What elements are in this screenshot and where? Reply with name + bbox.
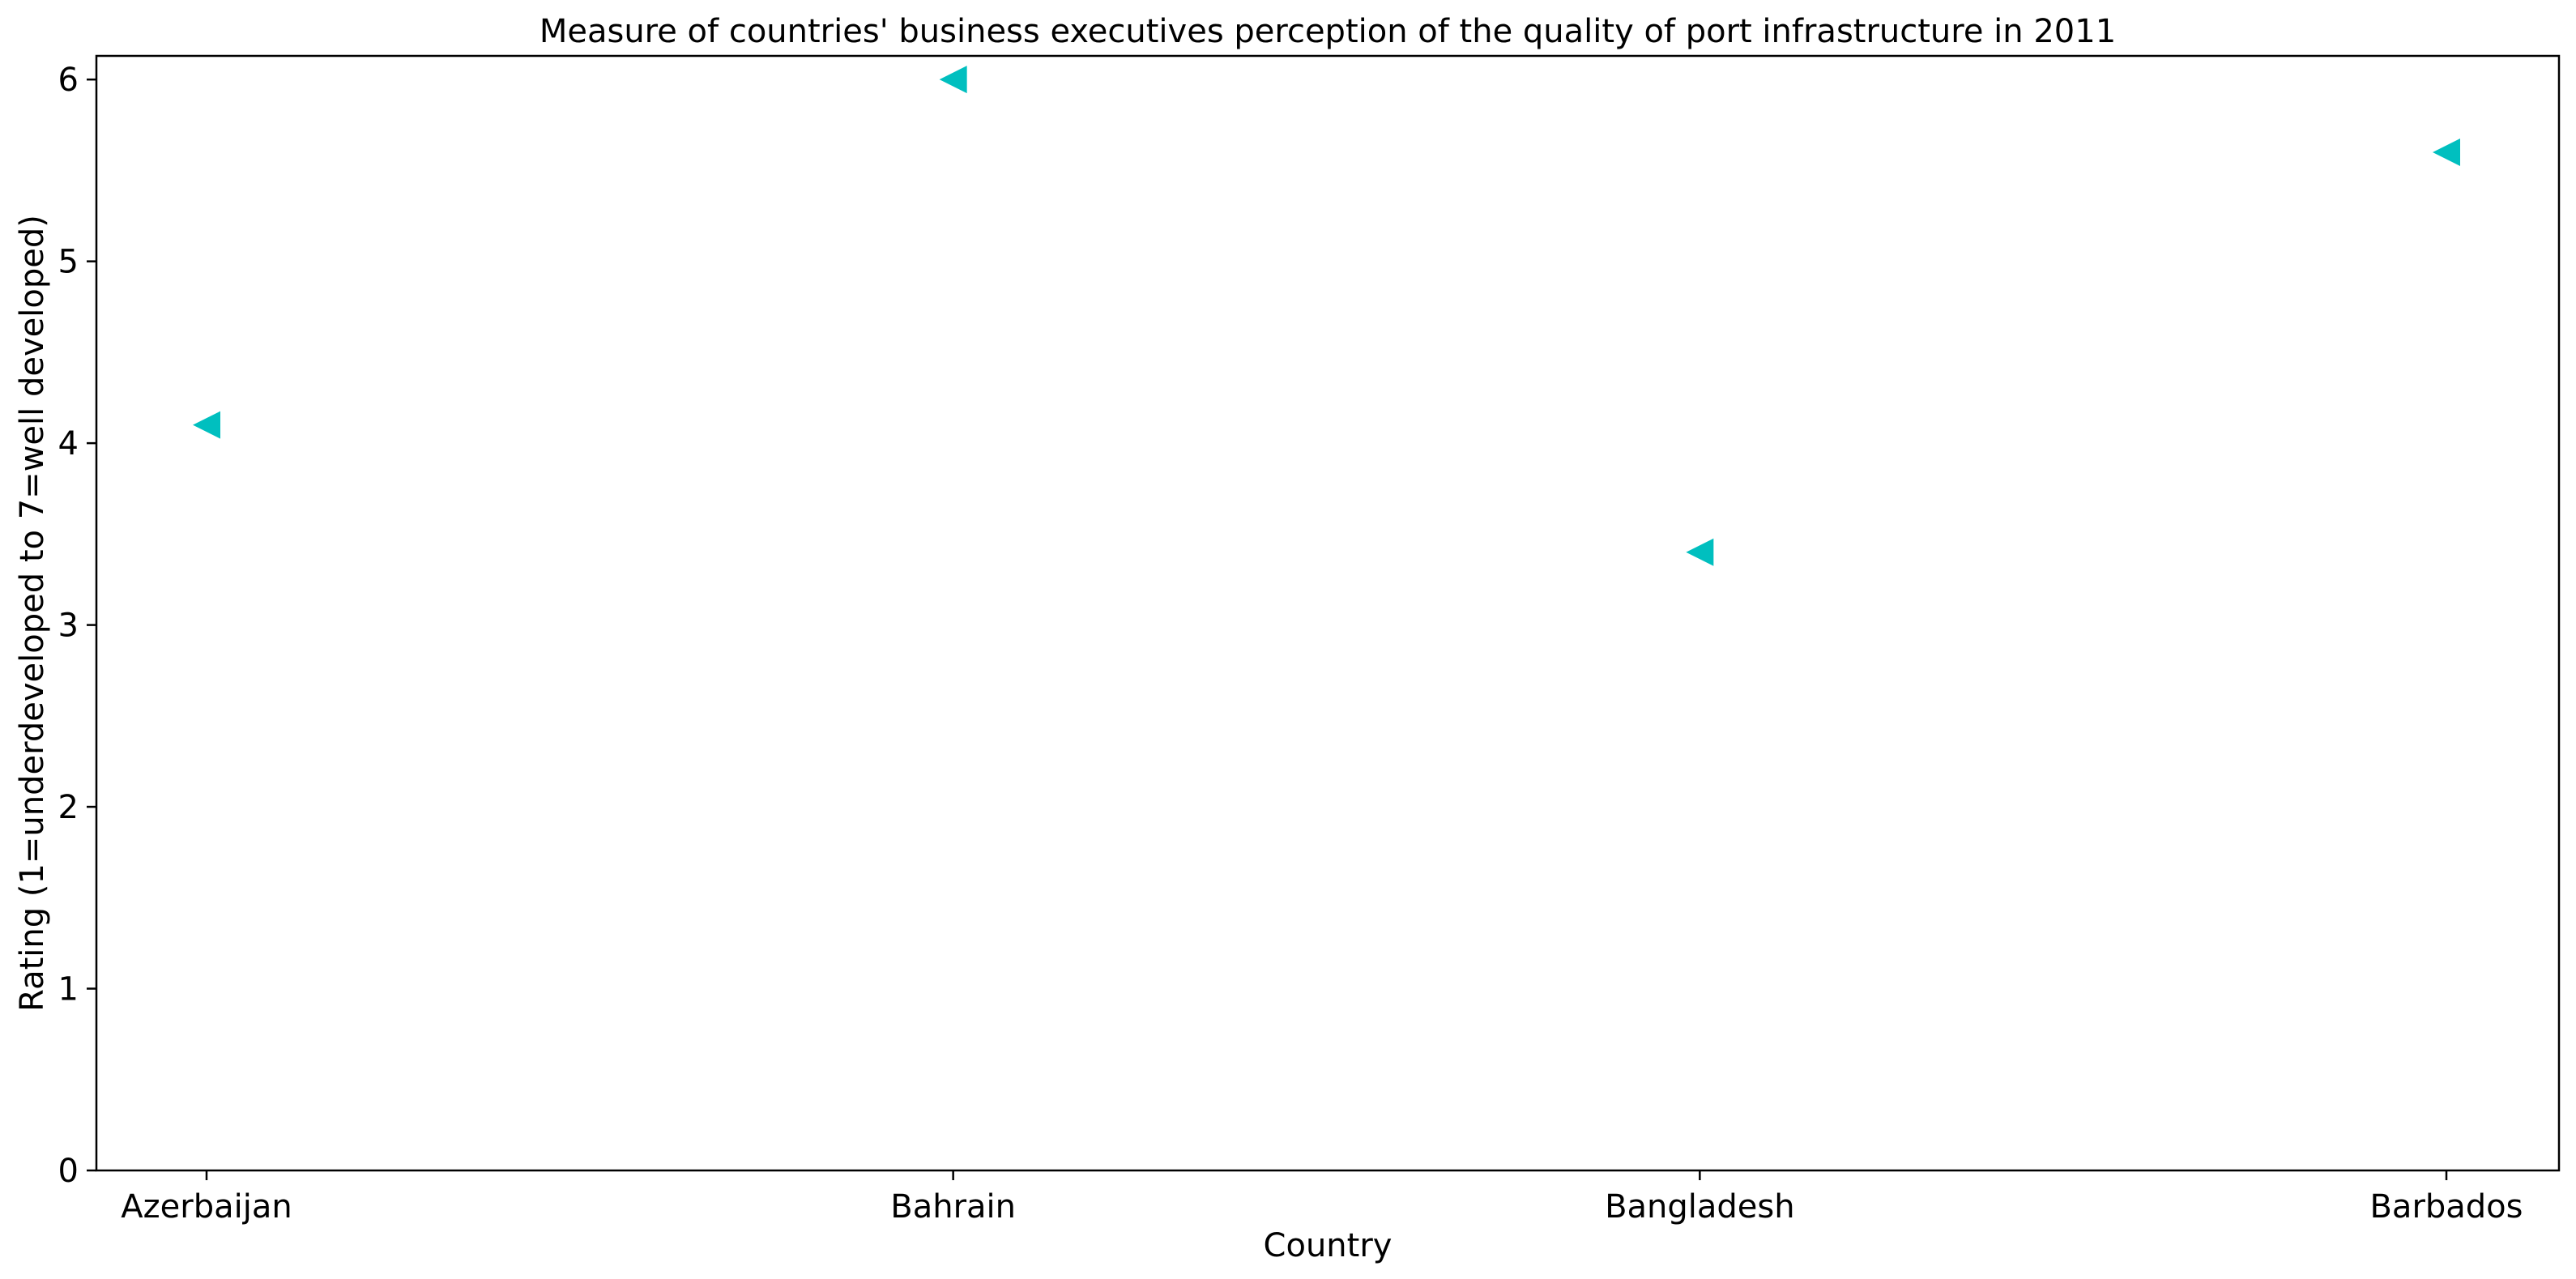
y-tick-label: 4 — [58, 425, 79, 463]
data-point — [939, 66, 967, 94]
y-axis-label: Rating (1=underdeveloped to 7=well devel… — [14, 215, 51, 1012]
x-tick-label: Bangladesh — [1605, 1188, 1795, 1226]
y-axis: 0 1 2 3 4 5 6 — [58, 62, 96, 1190]
data-point — [1686, 538, 1714, 566]
x-tick-label: Bahrain — [890, 1188, 1016, 1226]
plot-area — [95, 54, 2561, 1172]
plot-frame — [95, 54, 2561, 1172]
x-tick-label: Azerbaijan — [121, 1188, 292, 1226]
x-axis: Azerbaijan Bahrain Bangladesh Barbados — [121, 1170, 2523, 1226]
data-point — [2433, 138, 2460, 166]
y-tick-label: 6 — [58, 62, 79, 99]
y-tick-label: 0 — [58, 1153, 79, 1190]
x-axis-label: Country — [1264, 1227, 1392, 1264]
data-point — [193, 411, 220, 439]
y-tick-label: 3 — [58, 608, 79, 645]
chart-title: Measure of countries' business executive… — [540, 13, 2116, 50]
y-tick-label: 1 — [58, 971, 79, 1008]
y-tick-label: 5 — [58, 244, 79, 281]
data-markers — [193, 66, 2460, 566]
x-tick-label: Barbados — [2369, 1188, 2523, 1226]
y-tick-label: 2 — [58, 789, 79, 826]
